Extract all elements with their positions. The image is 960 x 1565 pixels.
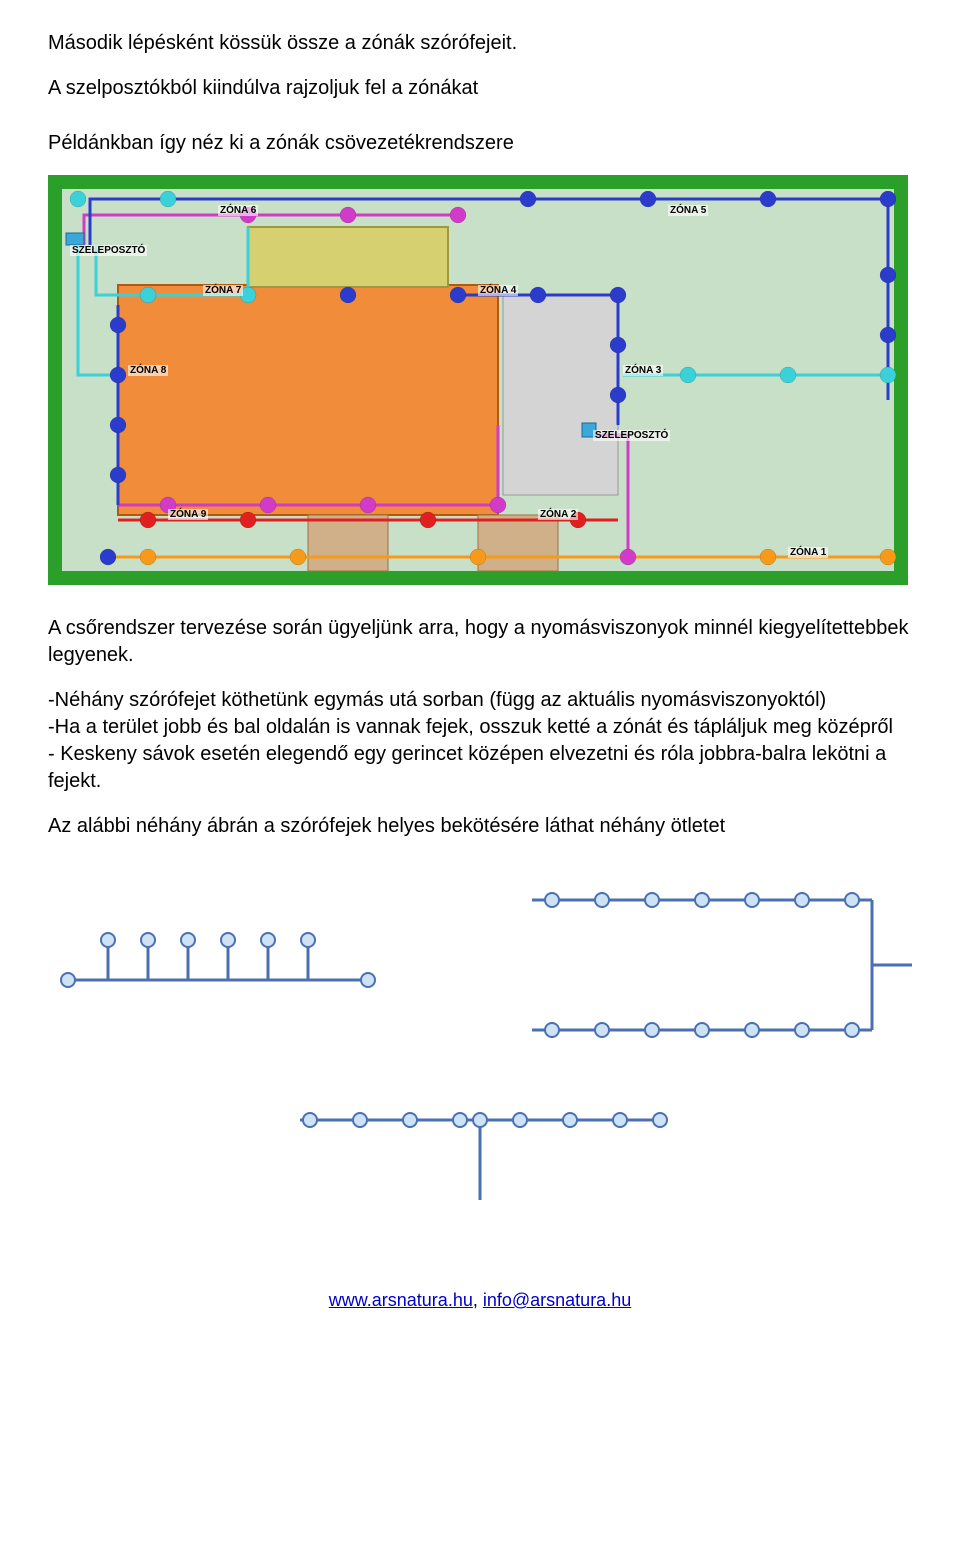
example-diagram-a	[48, 910, 388, 1030]
example-diagram-b	[492, 880, 912, 1060]
zone-label: ZÓNA 5	[668, 205, 708, 216]
zone-label: SZELEPOSZTÓ	[593, 430, 670, 441]
list-item-2: -Ha a terület jobb és bal oldalán is van…	[48, 714, 912, 741]
advice-list: -Néhány szórófejet köthetünk egymás utá …	[48, 687, 912, 795]
zone-piping-svg	[48, 175, 908, 585]
zone-label: ZÓNA 9	[168, 509, 208, 520]
footer-separator: ,	[473, 1290, 483, 1310]
paragraph-5: Az alábbi néhány ábrán a szórófejek hely…	[48, 813, 912, 840]
zone-label: ZÓNA 6	[218, 205, 258, 216]
paragraph-3: Példánkban így néz ki a zónák csövezeték…	[48, 130, 912, 157]
footer-url-link[interactable]: www.arsnatura.hu	[329, 1290, 473, 1310]
paragraph-1: Második lépésként kössük össze a zónák s…	[48, 30, 912, 57]
page-footer: www.arsnatura.hu, info@arsnatura.hu	[48, 1290, 912, 1321]
connection-examples	[48, 880, 912, 1210]
list-item-1: -Néhány szórófejet köthetünk egymás utá …	[48, 687, 912, 714]
zone-label: ZÓNA 2	[538, 509, 578, 520]
paragraph-2: A szelposztókból kiindúlva rajzoljuk fel…	[48, 75, 912, 102]
footer-email-link[interactable]: info@arsnatura.hu	[483, 1290, 631, 1310]
paragraph-4: A csőrendszer tervezése során ügyeljünk …	[48, 615, 912, 669]
zone-label: ZÓNA 8	[128, 365, 168, 376]
zone-label: ZÓNA 1	[788, 547, 828, 558]
example-diagram-c	[270, 1090, 690, 1210]
list-item-3: - Keskeny sávok esetén elegendő egy geri…	[48, 741, 912, 795]
zone-label: ZÓNA 7	[203, 285, 243, 296]
zone-label: ZÓNA 4	[478, 285, 518, 296]
zone-piping-diagram: ZÓNA 6 ZÓNA 5 SZELEPOSZTÓ ZÓNA 7 ZÓNA 4 ZÓNA …	[48, 175, 908, 585]
zone-label: ZÓNA 3	[623, 365, 663, 376]
zone-label: SZELEPOSZTÓ	[70, 245, 147, 256]
